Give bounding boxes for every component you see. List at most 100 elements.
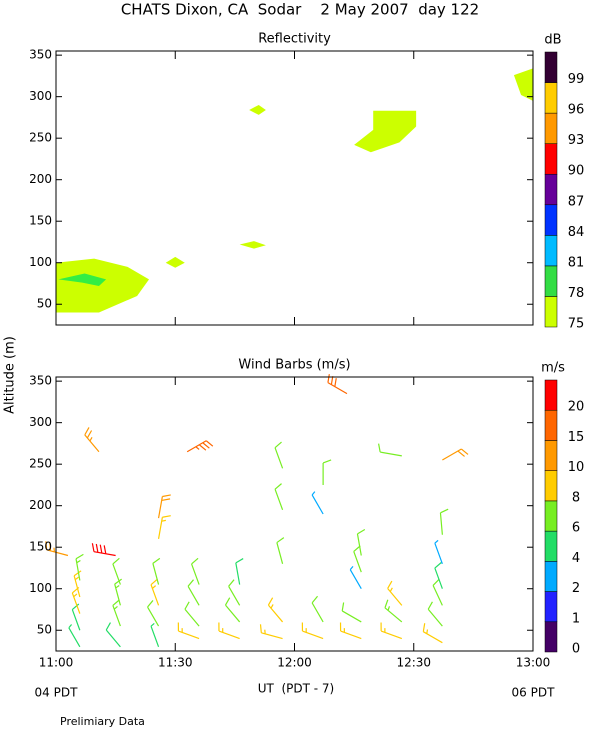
colorbar-label: m/s <box>541 361 565 376</box>
colorbar-tick-label: 6 <box>572 521 580 536</box>
y-tick-label: 150 <box>29 540 52 554</box>
wind-barb <box>45 541 69 557</box>
wind-barb <box>75 553 84 581</box>
wind-barb <box>387 580 403 606</box>
wind-barb <box>235 558 244 585</box>
wind-barb <box>147 600 160 627</box>
wind-barb <box>150 622 160 648</box>
y-tick-label: 200 <box>29 172 52 186</box>
wind-barb <box>105 622 121 648</box>
contour-region <box>249 104 266 115</box>
wind-barb <box>191 557 200 585</box>
wind-barb <box>327 374 348 395</box>
note: Prelimiary Data <box>60 715 145 728</box>
colorbar-band <box>544 409 558 441</box>
x-tick-label: 13:00 <box>516 656 551 670</box>
y-tick-label: 50 <box>37 623 52 637</box>
colorbar-tick-label: 99 <box>568 72 585 87</box>
colorbar-band <box>544 51 558 83</box>
colorbar-band <box>544 296 558 328</box>
wind-barb <box>434 539 443 565</box>
wind-barb <box>150 578 160 606</box>
x-tick-label: 11:00 <box>39 656 74 670</box>
y-tick-label: 350 <box>29 48 52 62</box>
wind-barb <box>91 543 116 557</box>
colorbar-band <box>544 440 558 471</box>
wind-barb <box>228 579 241 606</box>
wind-barb <box>157 515 171 540</box>
colorbar-band <box>544 265 558 297</box>
wind-barb <box>184 601 200 627</box>
wind-barb <box>311 491 324 515</box>
colorbar-band <box>544 591 558 623</box>
colorbar-tick-label: 93 <box>568 133 585 148</box>
y-tick-label: 300 <box>29 415 52 429</box>
colorbar-tick-label: 2 <box>572 581 580 596</box>
y-tick-label: 250 <box>29 131 52 145</box>
wind-barb <box>187 579 200 606</box>
colorbar-tick-label: 81 <box>568 255 585 270</box>
colorbar-tick-label: 78 <box>568 286 585 301</box>
wind-barb <box>84 427 100 453</box>
panel-title: Wind Barbs (m/s) <box>238 358 350 373</box>
contour-region <box>513 68 533 101</box>
y-tick-label: 100 <box>29 255 52 269</box>
colorbar-band <box>544 143 558 175</box>
wind-barb <box>311 595 324 623</box>
colorbar-tick-label: 1 <box>572 611 580 626</box>
wind-barb <box>339 622 362 640</box>
y-tick-label: 300 <box>29 89 52 103</box>
x-tick-label: 12:30 <box>396 656 431 670</box>
colorbar-band <box>544 173 558 206</box>
colorbar-tick-label: 20 <box>568 400 585 415</box>
wind-barb <box>218 622 240 640</box>
wind-barb <box>432 578 443 606</box>
wind-barb <box>341 602 362 623</box>
colorbar-tick-label: 8 <box>572 490 580 505</box>
x-tick-label: 11:30 <box>158 656 193 670</box>
colorbar-band <box>544 235 558 267</box>
x-tick-label: 12:00 <box>277 656 312 670</box>
panel-title: Reflectivity <box>258 32 331 47</box>
colorbar-band <box>544 470 558 502</box>
colorbar-band <box>544 500 558 532</box>
wind-barb <box>378 443 402 457</box>
wind-barb <box>422 623 443 644</box>
colorbar-tick-label: 4 <box>572 551 580 566</box>
wind-barb <box>442 448 469 461</box>
colorbar-tick-label: 75 <box>568 317 585 332</box>
wind-barb <box>427 601 443 627</box>
wind-barb <box>434 562 443 589</box>
wind-barb <box>73 570 82 598</box>
y-tick-label: 50 <box>37 297 52 311</box>
wind-barb <box>177 622 200 640</box>
colorbar-tick-label: 87 <box>568 194 585 209</box>
wind-barb <box>322 459 332 485</box>
colorbar-band <box>544 112 558 144</box>
wind-barb <box>71 603 81 631</box>
contour-region <box>56 258 150 313</box>
wind-barb <box>157 494 171 519</box>
y-tick-label: 100 <box>29 581 52 595</box>
contour-region <box>58 273 107 286</box>
wind-barb <box>301 622 324 640</box>
colorbar-tick-label: 10 <box>568 460 585 475</box>
wind-barb <box>439 508 449 535</box>
wind-barb <box>112 557 121 585</box>
wind-barb <box>152 557 161 585</box>
wind-barb <box>349 565 362 590</box>
y-tick-label: 150 <box>29 214 52 228</box>
y-tick-label: 350 <box>29 374 52 388</box>
colorbar-tick-label: 0 <box>572 642 580 657</box>
page-title: CHATS Dixon, CA Sodar 2 May 2007 day 122 <box>121 1 479 19</box>
colorbar-label: dB <box>544 33 561 48</box>
wind-barb <box>274 483 284 511</box>
wind-barb <box>356 528 366 556</box>
plot-frame <box>55 376 534 652</box>
colorbar-band <box>544 530 558 562</box>
wind-barb <box>384 599 403 623</box>
contour-region <box>165 256 185 268</box>
y-tick-label: 200 <box>29 498 52 512</box>
wind-barb <box>267 597 284 623</box>
